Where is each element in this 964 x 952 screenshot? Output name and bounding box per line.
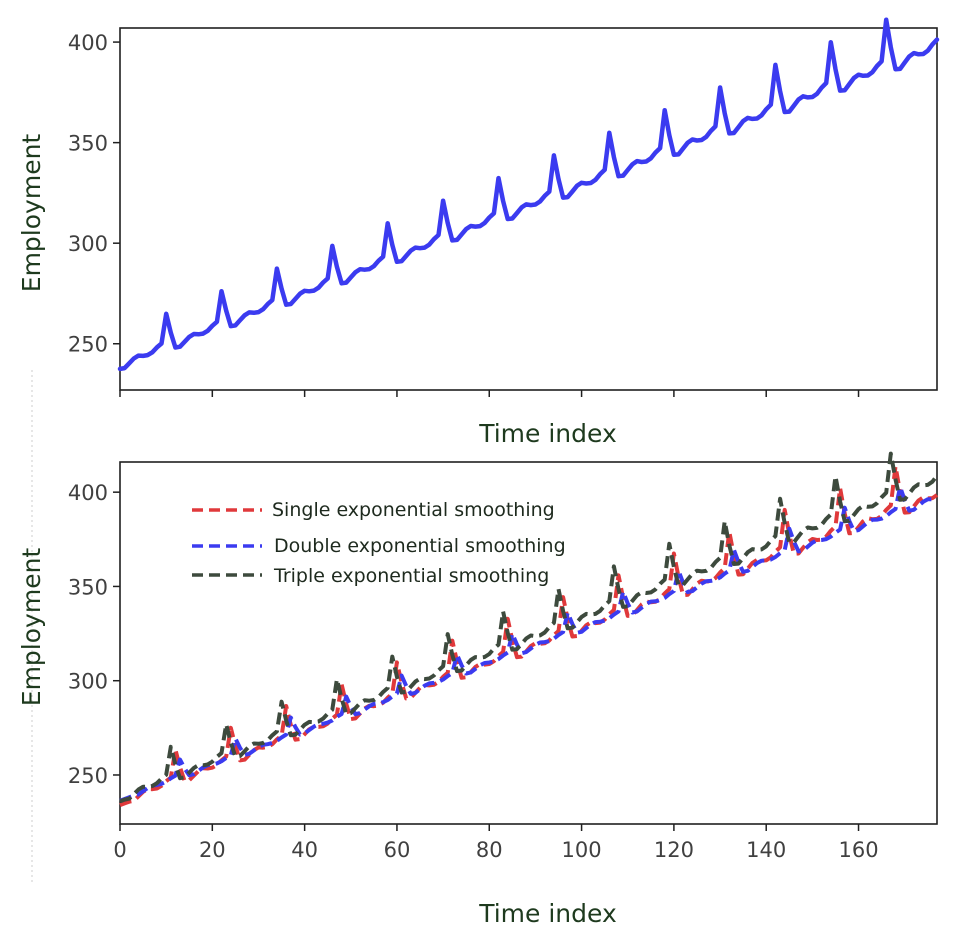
bottom-x-tick-label: 140 <box>746 838 786 862</box>
bottom-y-axis-label: Employment <box>17 548 46 707</box>
legend-item-triple: Triple exponential smoothing <box>192 565 549 587</box>
legend: Single exponential smoothing Double expo… <box>192 499 566 587</box>
bottom-y-tick-label: 350 <box>68 575 108 599</box>
bottom-x-tick-label: 20 <box>199 838 226 862</box>
top-y-tick-label: 300 <box>68 232 108 256</box>
bottom-y-tick-label: 250 <box>68 764 108 788</box>
bottom-x-tick-label: 60 <box>384 838 411 862</box>
bottom-axis-ticks: 0 20 40 60 80 100 120 140 160 250 300 350 400 <box>68 481 879 862</box>
top-x-axis-label: Time index <box>478 419 617 448</box>
top-y-tick-label: 400 <box>68 31 108 55</box>
bottom-x-tick-label: 80 <box>476 838 503 862</box>
bottom-x-tick-label: 100 <box>562 838 602 862</box>
legend-label-double: Double exponential smoothing <box>274 535 566 557</box>
bottom-plot-frame <box>119 461 938 825</box>
bottom-y-tick-label: 400 <box>68 481 108 505</box>
top-y-tick-label: 350 <box>68 132 108 156</box>
legend-label-single: Single exponential smoothing <box>272 499 555 521</box>
bottom-x-tick-label: 0 <box>113 838 126 862</box>
top-y-tick-label: 250 <box>68 333 108 357</box>
top-series-line-employment <box>117 17 940 372</box>
bottom-chart-panel: 0 20 40 60 80 100 120 140 160 250 300 350 400 Employ… <box>17 451 939 928</box>
bottom-series-line-triple <box>119 451 939 804</box>
legend-label-triple: Triple exponential smoothing <box>273 565 549 587</box>
top-series-lines <box>117 17 940 372</box>
bottom-series-line-double <box>119 484 938 803</box>
bottom-x-axis-label: Time index <box>478 899 617 928</box>
top-chart-panel: 250 300 350 400 Employment Time index <box>17 17 940 448</box>
bottom-x-tick-label: 120 <box>654 838 694 862</box>
bottom-series-lines <box>119 451 939 807</box>
top-plot-frame <box>119 27 938 391</box>
bottom-x-tick-label: 40 <box>291 838 318 862</box>
top-axis-ticks: 250 300 350 400 <box>68 31 860 397</box>
bottom-y-tick-label: 300 <box>68 670 108 694</box>
legend-item-double: Double exponential smoothing <box>192 535 566 557</box>
bottom-x-tick-label: 160 <box>838 838 878 862</box>
top-y-axis-label: Employment <box>17 134 46 293</box>
legend-item-single: Single exponential smoothing <box>192 499 555 521</box>
